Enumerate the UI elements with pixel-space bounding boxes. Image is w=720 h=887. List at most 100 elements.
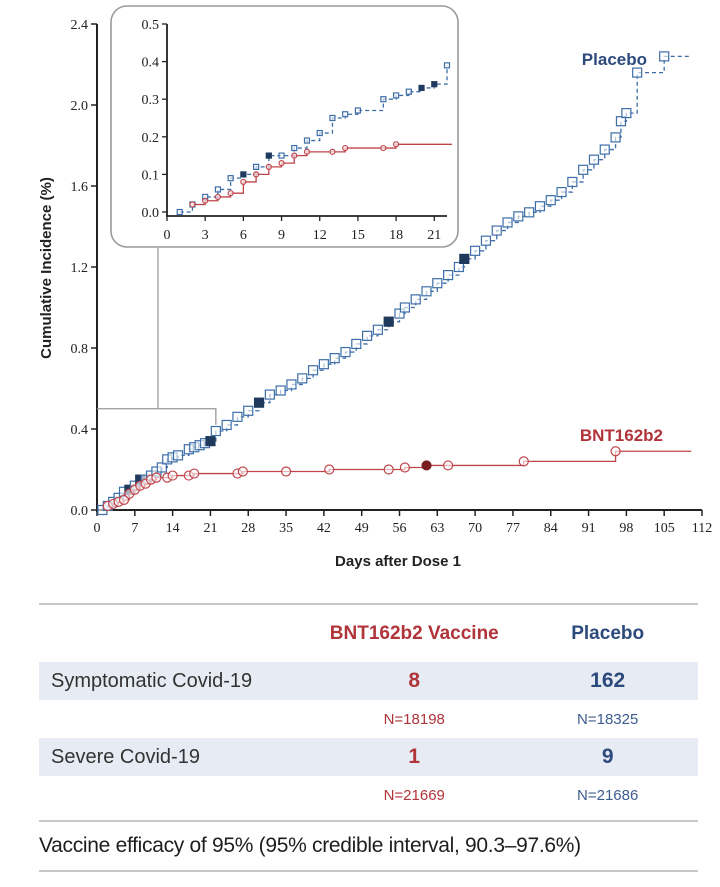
placebo-point	[545, 195, 556, 206]
x-tick-label: 112	[692, 521, 712, 536]
vaccine-point	[383, 464, 394, 475]
placebo-point	[232, 411, 243, 422]
inset-vaccine-point	[329, 148, 336, 155]
placebo-point	[524, 207, 535, 218]
table-bottom-rule	[39, 870, 698, 872]
placebo-point	[470, 245, 481, 256]
placebo-point	[599, 144, 610, 155]
inset-x-tick-label: 9	[278, 228, 285, 243]
vaccine-point	[610, 446, 621, 457]
inset-placebo-point	[265, 152, 272, 159]
inset-placebo-point	[392, 92, 400, 99]
main-series	[97, 51, 692, 516]
x-tick-label: 77	[506, 521, 520, 536]
x-tick-label: 105	[654, 521, 675, 536]
placebo-point	[632, 67, 643, 78]
placebo-point	[394, 308, 405, 319]
placebo-point	[615, 116, 627, 127]
header-vaccine: BNT162b2 Vaccine	[329, 622, 499, 644]
placebo-point	[610, 132, 621, 143]
x-tick-label: 84	[544, 521, 558, 536]
vaccine-point	[167, 470, 178, 481]
placebo-point	[340, 346, 351, 358]
placebo-point	[297, 373, 308, 384]
main-axes: 0 7 14 21 28 35 42 49 56 63 70 77 84 91 98 105 1120.00.4…	[71, 18, 713, 536]
table-row: Symptomatic Covid-19 8 162	[39, 662, 698, 700]
placebo-point	[253, 397, 265, 408]
x-tick-label: 0	[94, 521, 101, 536]
inset-vaccine-point	[392, 141, 400, 148]
inset-placebo-point	[316, 129, 323, 137]
inset-border	[110, 5, 459, 248]
inset-placebo-point	[354, 107, 362, 114]
y-tick-label: 1.6	[71, 180, 89, 195]
inset-y-tick-label: 0.4	[142, 56, 160, 71]
inset-vaccine-point	[342, 144, 349, 152]
vaccine-point	[151, 472, 162, 483]
placebo-point	[372, 324, 383, 335]
placebo-point	[351, 338, 362, 350]
row-label: Symptomatic Covid-19	[51, 669, 253, 692]
inset-placebo-point	[278, 152, 285, 159]
inset-vaccine-point	[214, 193, 222, 201]
placebo-point	[502, 217, 513, 228]
inset-placebo-point	[443, 62, 451, 69]
vaccine-series-label: BNT162b2	[580, 426, 663, 445]
placebo-point	[621, 107, 632, 119]
x-tick-label: 28	[241, 521, 255, 536]
vaccine-point	[324, 464, 335, 475]
inset-placebo-point	[380, 96, 387, 103]
placebo-point	[210, 425, 221, 437]
placebo-point	[513, 211, 524, 222]
inset-placebo-point	[405, 88, 412, 95]
placebo-point	[480, 235, 492, 246]
inset-y-tick-label: 0.2	[142, 131, 160, 146]
inset-placebo-point	[303, 137, 311, 144]
x-tick-label: 91	[582, 521, 596, 536]
inset-placebo-point	[227, 175, 234, 182]
placebo-count: 162	[590, 669, 626, 692]
placebo-point	[156, 462, 167, 473]
inset-vaccine-point	[189, 201, 196, 208]
x-tick-label: 63	[430, 521, 444, 536]
placebo-point	[588, 154, 600, 165]
placebo-point	[243, 405, 254, 416]
inset-vaccine-point	[252, 171, 260, 178]
placebo-point	[421, 286, 432, 297]
inset-placebo-point	[418, 84, 425, 92]
vaccine-n: N=21669	[383, 786, 445, 804]
placebo-point	[172, 450, 184, 461]
inset-panel: 0 3 6 9 12 15 18 21 0.0 0.1 0.2 0.3 0.4 0.5	[110, 5, 459, 248]
y-tick-label: 2.4	[71, 18, 89, 33]
vaccine-point	[237, 466, 248, 477]
placebo-point	[307, 365, 319, 376]
inset-placebo-point	[240, 171, 247, 178]
row-label: Severe Covid-19	[51, 745, 200, 768]
y-tick-label: 0.0	[71, 504, 89, 519]
inset-x-tick-label: 12	[313, 228, 327, 243]
inset-vaccine-point	[278, 160, 285, 167]
y-tick-label: 0.4	[71, 423, 89, 438]
header-placebo: Placebo	[571, 622, 645, 644]
inset-vaccine-point	[265, 163, 272, 170]
inset-x-tick-label: 3	[202, 228, 209, 243]
inset-vaccine-point	[291, 152, 298, 159]
y-tick-label: 1.2	[71, 261, 89, 276]
inset-x-tick-label: 18	[389, 228, 403, 243]
inset-placebo-point	[252, 163, 260, 170]
vaccine-step-line	[107, 450, 692, 507]
inset-vaccine-point	[227, 190, 234, 197]
table-header: BNT162b2 Vaccine Placebo	[39, 605, 698, 662]
x-tick-label: 14	[166, 521, 180, 536]
placebo-point	[383, 316, 394, 327]
inset-placebo-step-line	[179, 65, 448, 213]
inset-x-tick-label: 0	[164, 228, 171, 243]
placebo-point	[275, 385, 286, 396]
y-axis-title: Cumulative Incidence (%)	[38, 177, 55, 359]
table-row: Severe Covid-19 1 9	[39, 738, 698, 776]
vaccine-point	[280, 466, 292, 477]
cumulative-incidence-chart: 0 7 14 21 28 35 42 49 56 63 70 77 84 91 98 105 1120.00.4…	[38, 5, 713, 570]
placebo-n: N=18325	[577, 710, 639, 728]
inset-vaccine-point	[380, 144, 387, 152]
y-tick-label: 2.0	[71, 99, 89, 114]
